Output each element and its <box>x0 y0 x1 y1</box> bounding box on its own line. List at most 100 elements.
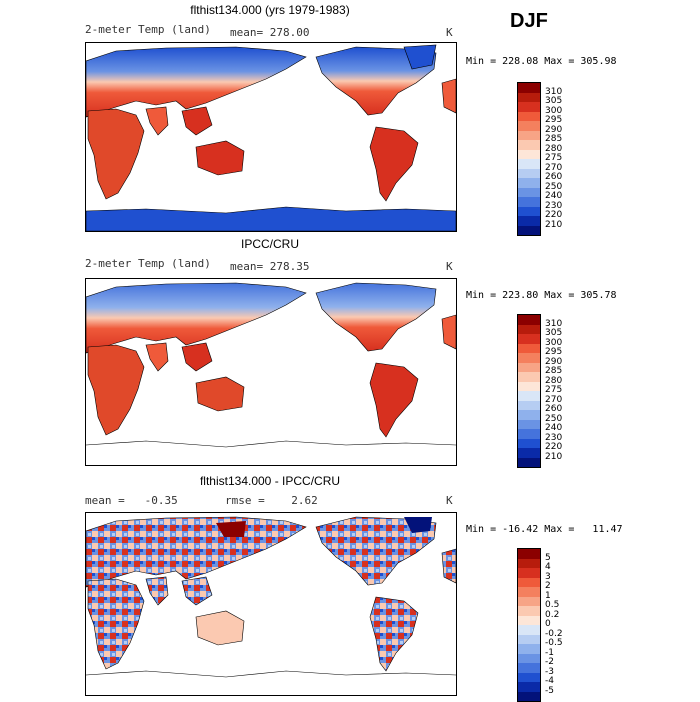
colorbar-swatch <box>518 168 540 178</box>
se-asia-landmass <box>181 106 213 136</box>
north-america-landmass <box>315 282 437 352</box>
panel3-map <box>85 512 457 696</box>
colorbar-label: -0.5 <box>545 638 563 648</box>
colorbar-swatch <box>518 410 540 420</box>
colorbar-swatch <box>518 362 540 372</box>
europe-wrap-landmass <box>441 78 456 114</box>
panel3-map-svg <box>86 516 456 678</box>
panel2-units: K <box>446 260 453 273</box>
colorbar-label: 0.2 <box>545 609 560 620</box>
colorbar-label: 260 <box>545 172 563 182</box>
colorbar-swatch <box>518 400 540 410</box>
colorbar-swatch <box>518 558 540 568</box>
colorbar-label: 4 <box>545 562 551 572</box>
panel3-title: flthist134.000 - IPCC/CRU <box>199 474 341 488</box>
australia-landmass <box>195 610 245 646</box>
colorbar-label: 290 <box>545 124 563 135</box>
colorbar-label: 3 <box>545 571 551 582</box>
colorbar-label: 0 <box>545 619 551 629</box>
colorbar-swatch <box>518 140 540 150</box>
colorbar-swatch <box>518 634 540 644</box>
colorbar-swatch <box>518 187 540 197</box>
siberia-warm-anomaly <box>216 521 246 537</box>
south-asia-landmass <box>145 342 169 372</box>
panel1-map <box>85 42 457 232</box>
colorbar-swatch <box>518 130 540 140</box>
colorbar-label: 0.5 <box>545 600 560 610</box>
south-america-landmass <box>369 362 419 438</box>
colorbar-swatch <box>518 625 540 635</box>
colorbar-swatch <box>518 381 540 391</box>
colorbar-swatch <box>518 372 540 382</box>
africa-landmass <box>87 108 145 200</box>
south-asia-landmass <box>145 576 169 606</box>
colorbar-label: 230 <box>545 432 563 443</box>
colorbar-swatch <box>518 92 540 102</box>
season-label: DJF <box>510 10 548 32</box>
colorbar-label: -2 <box>545 657 554 667</box>
africa-landmass <box>87 344 145 436</box>
colorbar-swatch <box>518 149 540 159</box>
colorbar-swatch <box>518 216 540 226</box>
panel1-colorbar <box>517 82 541 236</box>
colorbar-swatch <box>518 178 540 188</box>
colorbar-swatch <box>518 457 540 467</box>
panel3-colorbar <box>517 548 541 702</box>
colorbar-label: -5 <box>545 685 554 696</box>
colorbar-label: 1 <box>545 590 551 601</box>
colorbar-label: -0.2 <box>545 628 563 639</box>
colorbar-label: 300 <box>545 337 563 348</box>
colorbar-swatch <box>518 448 540 458</box>
colorbar-swatch <box>518 682 540 692</box>
colorbar-label: 300 <box>545 105 563 116</box>
colorbar-label: 305 <box>545 96 563 106</box>
panel2-colorbar <box>517 314 541 468</box>
colorbar-label: 295 <box>545 347 563 357</box>
colorbar-swatch <box>518 691 540 701</box>
panel1-title: flthist134.000 (yrs 1979-1983) <box>190 3 350 17</box>
colorbar-swatch <box>518 606 540 616</box>
panel3-mean-label: mean = -0.35 <box>85 494 178 507</box>
colorbar-swatch <box>518 206 540 216</box>
panel1-mean-label: mean= 278.00 <box>230 26 310 39</box>
colorbar-swatch <box>518 653 540 663</box>
se-asia-landmass <box>181 576 213 606</box>
colorbar-swatch <box>518 438 540 448</box>
greenland-landmass <box>403 44 437 70</box>
colorbar-label: 2 <box>545 581 551 591</box>
africa-landmass <box>87 578 145 670</box>
colorbar-swatch <box>518 225 540 235</box>
south-america-landmass <box>369 596 419 672</box>
colorbar-swatch <box>518 672 540 682</box>
colorbar-swatch <box>518 197 540 207</box>
colorbar-swatch <box>518 568 540 578</box>
colorbar-label: 310 <box>545 86 563 97</box>
colorbar-label: 260 <box>545 404 563 414</box>
colorbar-swatch <box>518 596 540 606</box>
colorbar-label: 220 <box>545 210 563 220</box>
panel2-map <box>85 278 457 466</box>
colorbar-label: 220 <box>545 442 563 452</box>
panel1-units: K <box>446 26 453 39</box>
colorbar-swatch <box>518 577 540 587</box>
colorbar-swatch <box>518 353 540 363</box>
colorbar-swatch <box>518 644 540 654</box>
colorbar-swatch <box>518 83 540 93</box>
colorbar-label: 210 <box>545 219 563 230</box>
colorbar-swatch <box>518 315 540 325</box>
antarctica-landmass <box>86 206 456 231</box>
colorbar-label: 250 <box>545 413 563 424</box>
colorbar-label: 240 <box>545 423 563 433</box>
colorbar-swatch <box>518 102 540 112</box>
south-america-landmass <box>369 126 419 202</box>
eurasia-landmass <box>86 516 307 588</box>
colorbar-swatch <box>518 159 540 169</box>
colorbar-label: -1 <box>545 647 554 658</box>
colorbar-swatch <box>518 419 540 429</box>
panel1-variable-label: 2-meter Temp (land) <box>85 23 211 36</box>
panel2-mean-label: mean= 278.35 <box>230 260 310 273</box>
colorbar-label: 270 <box>545 162 563 173</box>
colorbar-label: 270 <box>545 394 563 405</box>
colorbar-swatch <box>518 549 540 559</box>
panel2-variable-label: 2-meter Temp (land) <box>85 257 211 270</box>
